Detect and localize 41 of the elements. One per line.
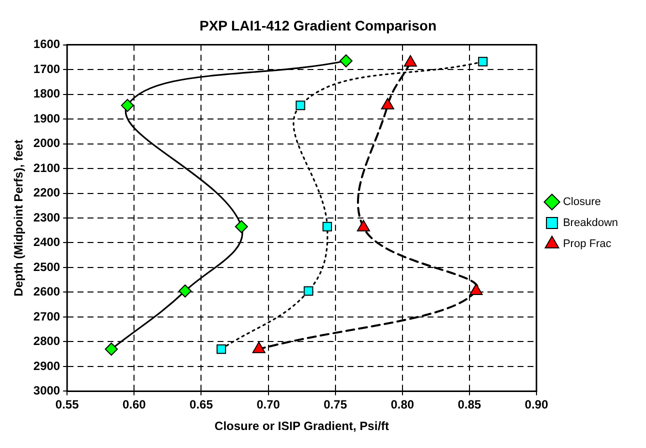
x-tick-label: 0.60	[122, 398, 146, 412]
y-tick-label: 1800	[33, 86, 60, 101]
y-tick-label: 2800	[33, 334, 60, 348]
y-tick-label: 2600	[33, 284, 60, 299]
point	[478, 56, 488, 66]
point	[304, 286, 314, 296]
x-tick-label: 0.90	[524, 398, 548, 412]
y-tick-label: 1900	[33, 111, 60, 126]
point	[120, 98, 134, 112]
x-tick-label: 0.75	[324, 398, 348, 412]
point	[404, 55, 417, 67]
legend-label: Breakdown	[562, 217, 618, 230]
point	[104, 342, 118, 356]
legend-label: Prop Frac	[562, 238, 612, 250]
y-tick-label: 3000	[33, 384, 60, 398]
y-tick-label: 2900	[33, 358, 60, 373]
point	[322, 222, 332, 232]
y-tick-label: 2300	[33, 210, 60, 224]
point	[252, 342, 266, 354]
y-tick-label: 1600	[33, 37, 60, 52]
x-tick-label: 0.80	[390, 398, 414, 412]
point	[216, 344, 226, 354]
y-tick-label: 2500	[33, 260, 60, 274]
point	[234, 220, 248, 234]
x-tick-label: 0.55	[55, 398, 80, 412]
point	[340, 54, 353, 68]
y-tick-label: 2400	[33, 235, 60, 250]
y-tick-label: 2700	[33, 309, 60, 324]
x-tick-label: 0.85	[458, 398, 482, 412]
x-axis-title: Closure or ISIP Gradient, Psi/ft	[214, 419, 390, 434]
legend-label: Closure	[562, 196, 601, 208]
point	[296, 100, 306, 110]
y-tick-label: 2000	[33, 136, 60, 150]
y-tick-label: 1700	[33, 62, 60, 76]
y-axis-title: Depth (Midpoint Perfs), feet	[12, 140, 26, 296]
y-tick-label: 2100	[33, 160, 60, 175]
x-tick-label: 0.65	[190, 398, 214, 412]
point	[178, 284, 192, 298]
y-tick-label: 2200	[33, 186, 60, 200]
x-tick-label: 0.70	[256, 398, 280, 412]
chart-title: PXP LAI1-412 Gradient Comparison	[199, 17, 437, 34]
